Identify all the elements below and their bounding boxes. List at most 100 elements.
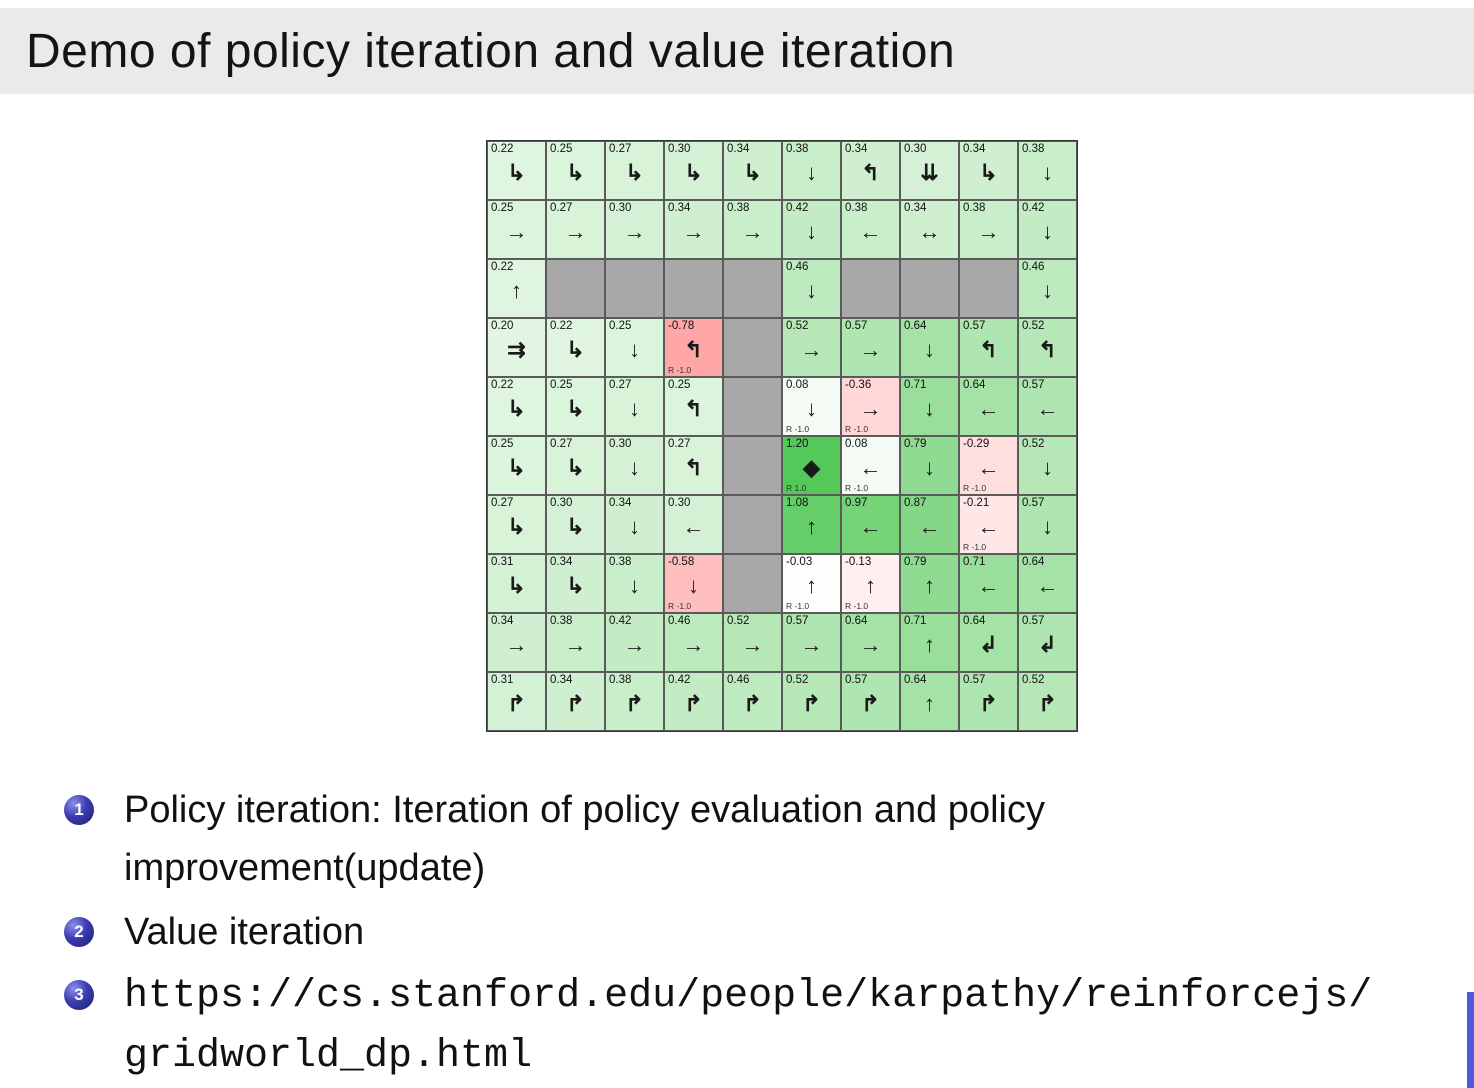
cell-value: 0.27 [668,438,691,450]
grid-cell: 0.71 ↑ [900,613,959,672]
cell-value: 0.38 [786,143,809,155]
policy-arrow-icon: → [800,336,823,362]
policy-arrow-icon: ↰ [684,336,703,362]
reward-label: R -1.0 [845,424,869,434]
policy-arrow-icon: ↓ [1042,218,1053,244]
reward-label: R -1.0 [845,601,869,611]
cell-value: 0.52 [786,320,809,332]
cell-value: 0.27 [550,202,573,214]
grid-cell: 0.34 ↱ [546,672,605,731]
grid-cell: 0.87 ← [900,495,959,554]
cell-value: 0.57 [1022,615,1045,627]
cell-value: 0.57 [963,674,986,686]
policy-arrow-icon: → [741,631,764,657]
policy-arrow-icon: ↳ [625,159,644,185]
grid-cell: 1.20 ◆ R 1.0 [782,436,841,495]
cell-value: 0.25 [609,320,632,332]
policy-arrow-icon: ← [682,513,705,539]
cell-value: 0.64 [963,615,986,627]
grid-cell: 0.25 ↳ [546,141,605,200]
policy-arrow-icon: ← [859,218,882,244]
cell-value: 0.79 [904,556,927,568]
policy-arrow-icon: ↓ [806,395,817,421]
grid-cell: 0.25 ↓ [605,318,664,377]
grid-cell: -0.78 ↰ R -1.0 [664,318,723,377]
cell-value: 0.34 [491,615,514,627]
cell-value: 0.42 [1022,202,1045,214]
grid-cell: 0.52 ↱ [1018,672,1077,731]
grid-cell: 0.46 ↱ [723,672,782,731]
grid-cell: 0.27 ↳ [546,436,605,495]
policy-arrow-icon: ↱ [979,690,998,716]
policy-arrow-icon: → [800,631,823,657]
cell-value: 0.27 [609,379,632,391]
policy-arrow-icon: ↰ [684,395,703,421]
grid-cell: 0.38 ↓ [782,141,841,200]
cell-value: 0.27 [550,438,573,450]
policy-arrow-icon: → [682,631,705,657]
grid-cell: -0.03 ↑ R -1.0 [782,554,841,613]
cell-value: 0.08 [845,438,868,450]
policy-arrow-icon: → [505,631,528,657]
grid-cell: 0.38 → [959,200,1018,259]
cell-value: 0.30 [668,143,691,155]
grid-cell: -0.58 ↓ R -1.0 [664,554,723,613]
reward-label: R -1.0 [786,601,810,611]
policy-arrow-icon: ↱ [684,690,703,716]
grid-cell: 0.71 ← [959,554,1018,613]
bullet-list: 1 Policy iteration: Iteration of policy … [0,782,1474,1087]
policy-arrow-icon: ↓ [1042,513,1053,539]
cell-value: 0.71 [904,615,927,627]
policy-arrow-icon: ↰ [861,159,880,185]
policy-arrow-icon: ↑ [924,572,935,598]
grid-cell: 0.42 ↱ [664,672,723,731]
grid-cell: 0.34 ↳ [546,554,605,613]
grid-cell: -0.36 → R -1.0 [841,377,900,436]
policy-arrow-icon: ↰ [1038,336,1057,362]
grid-cell: 0.34 → [664,200,723,259]
grid-cell: 0.20 ⇉ [487,318,546,377]
policy-arrow-icon: ↳ [566,159,585,185]
grid-cell: 0.57 ↰ [959,318,1018,377]
grid-cell: 0.64 → [841,613,900,672]
grid-cell: 0.64 ← [1018,554,1077,613]
cell-value: 0.34 [845,143,868,155]
cell-value: 0.52 [786,674,809,686]
policy-arrow-icon: ↑ [865,572,876,598]
grid-cell: 0.79 ↑ [900,554,959,613]
grid-cell: 0.64 ← [959,377,1018,436]
wall-cell [723,495,782,554]
cell-value: 0.71 [904,379,927,391]
cell-value: 0.64 [904,320,927,332]
cell-value: 0.71 [963,556,986,568]
policy-arrow-icon: ← [977,454,1000,480]
cell-value: 0.87 [904,497,927,509]
policy-arrow-icon: ↓ [924,454,935,480]
grid-cell: 0.52 → [782,318,841,377]
wall-cell [723,259,782,318]
policy-arrow-icon: ↳ [566,395,585,421]
grid-cell: 0.52 → [723,613,782,672]
grid-cell: 0.38 ↱ [605,672,664,731]
cell-value: 0.34 [904,202,927,214]
cell-value: 0.27 [609,143,632,155]
gridworld-url-link[interactable]: https://cs.stanford.edu/people/karpathy/… [124,974,1373,1080]
grid-cell: 0.97 ← [841,495,900,554]
policy-arrow-icon: ↑ [806,513,817,539]
grid-cell: 0.64 ↑ [900,672,959,731]
cell-value: -0.78 [668,320,695,332]
policy-arrow-icon: ← [918,513,941,539]
goal-marker-icon: ◆ [803,454,820,480]
cell-value: 0.25 [491,438,514,450]
grid-cell: 0.57 → [782,613,841,672]
policy-arrow-icon: ↳ [507,454,526,480]
policy-arrow-icon: ↳ [566,454,585,480]
policy-arrow-icon: ↳ [507,159,526,185]
grid-cell: 0.25 ↰ [664,377,723,436]
scrollbar-thumb[interactable] [1467,992,1474,1088]
grid-cell: 0.27 ↰ [664,436,723,495]
grid-cell: -0.13 ↑ R -1.0 [841,554,900,613]
grid-cell: 0.25 ↳ [546,377,605,436]
policy-arrow-icon: → [564,631,587,657]
cell-value: 0.27 [491,497,514,509]
